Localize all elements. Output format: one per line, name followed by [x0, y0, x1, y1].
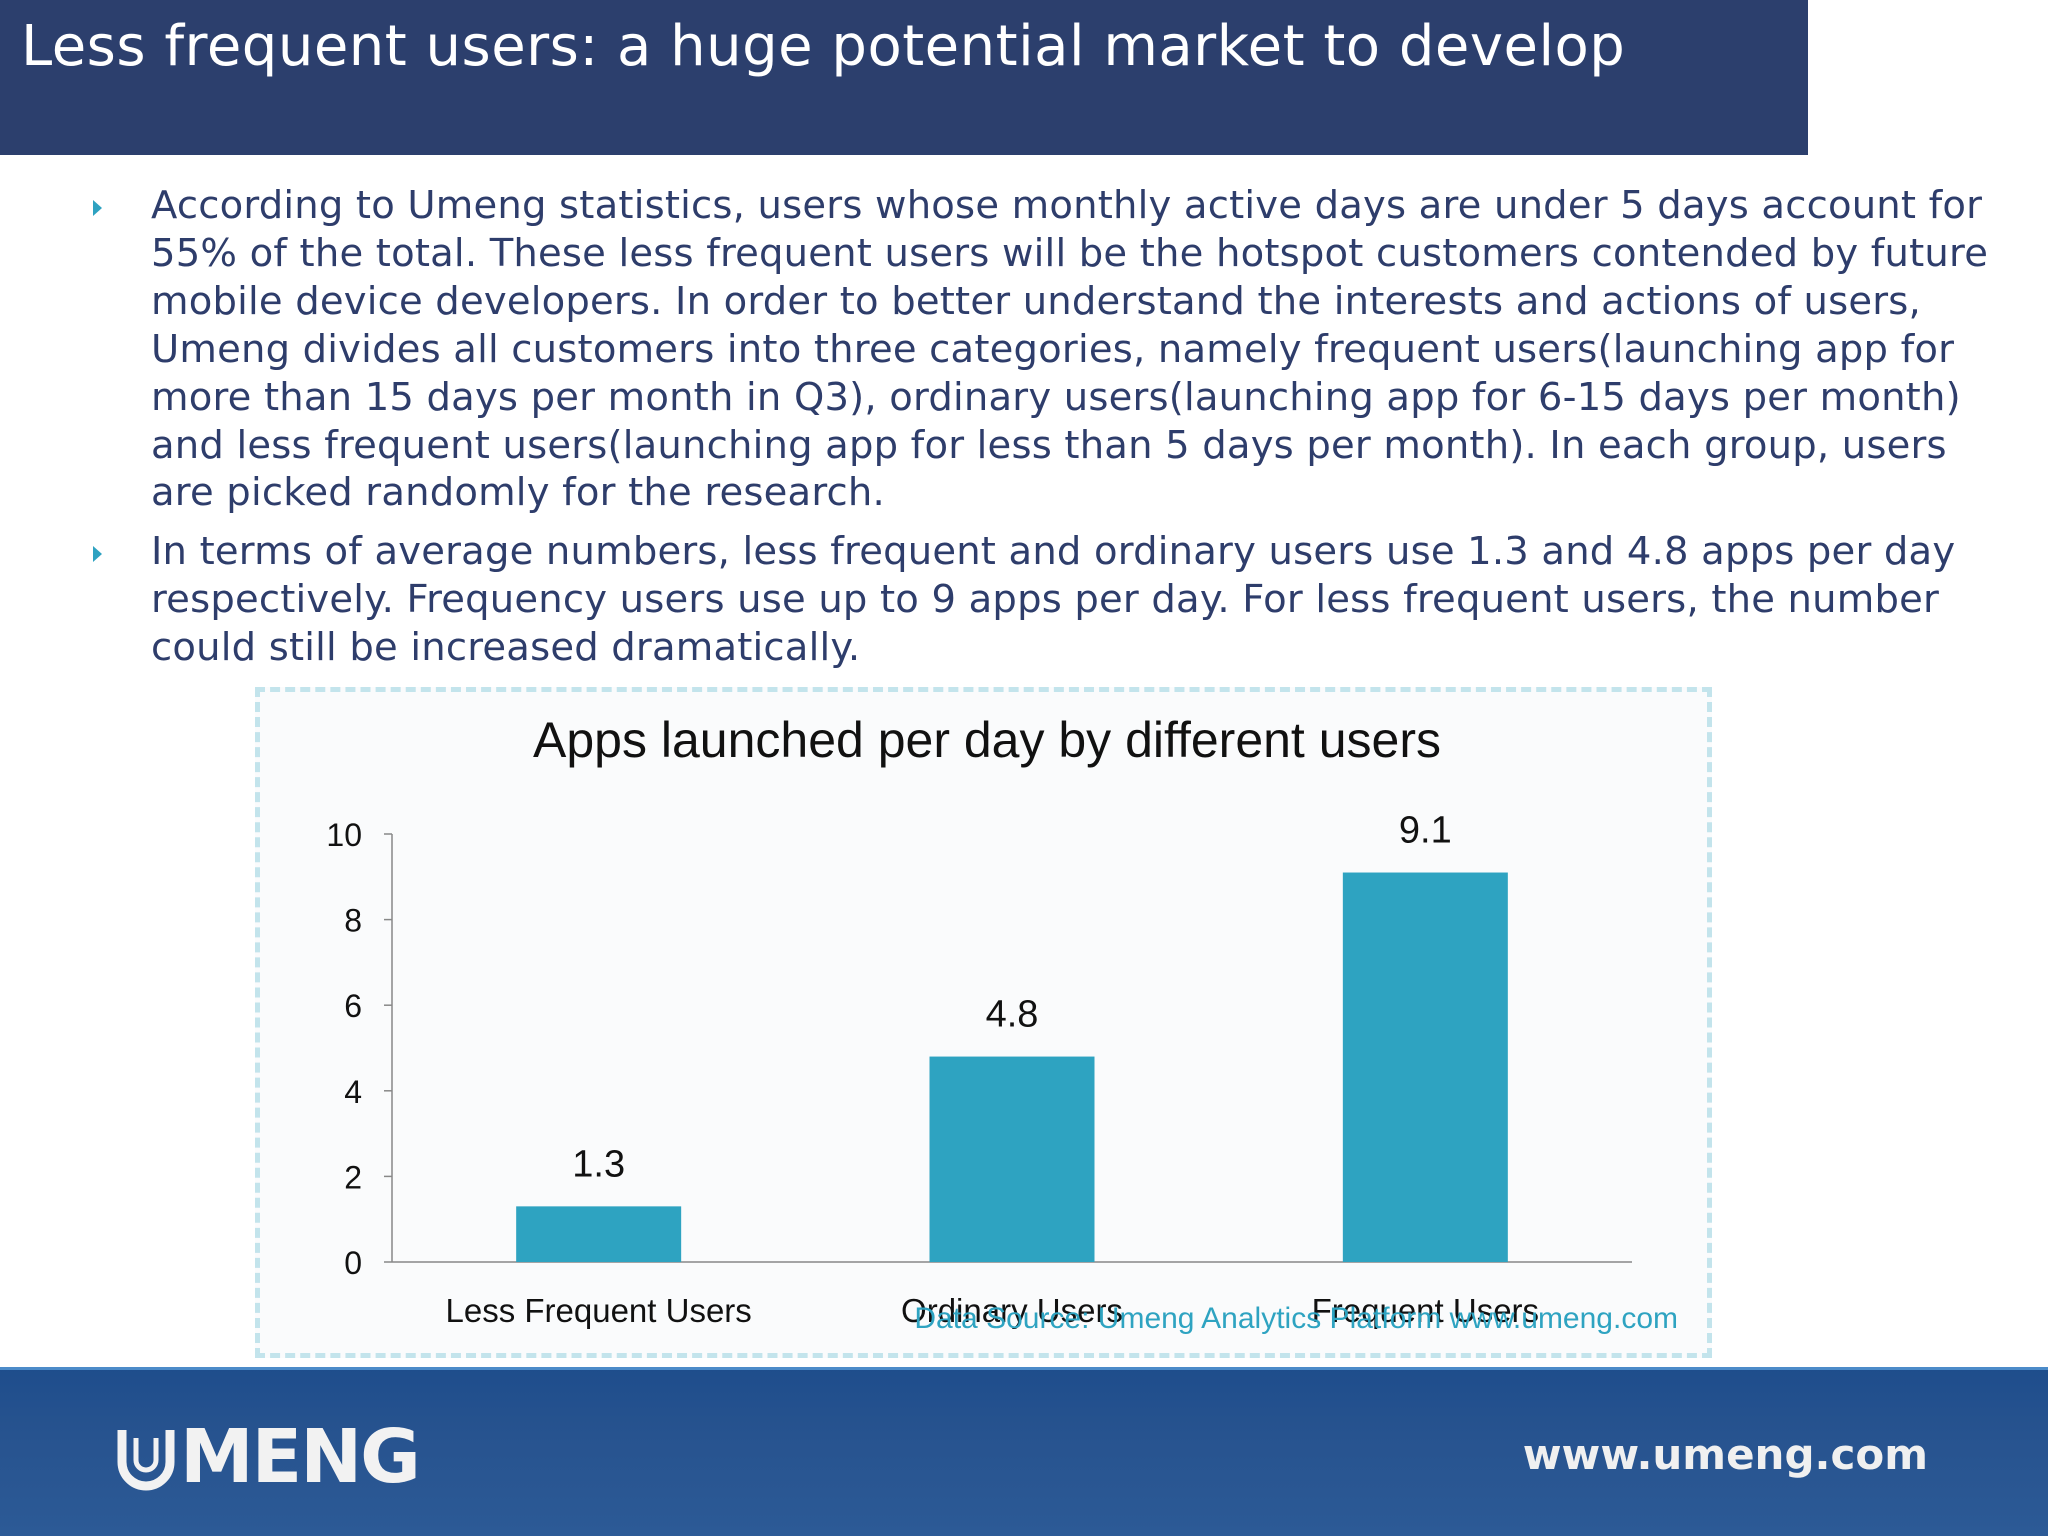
footer-url: www.umeng.com [1522, 1430, 1928, 1479]
bullet-text: In terms of average numbers, less freque… [151, 529, 1956, 671]
triangle-bullet-icon [93, 546, 102, 563]
data-label: 9.1 [1399, 810, 1452, 852]
header-bar: Less frequent users: a huge potential ma… [0, 0, 1808, 155]
bullet-item: According to Umeng statistics, users who… [90, 182, 1990, 517]
bullet-text: According to Umeng statistics, users who… [151, 183, 1989, 516]
data-label: 4.8 [986, 994, 1039, 1036]
y-tick-label: 6 [344, 988, 362, 1024]
page-title: Less frequent users: a huge potential ma… [21, 14, 1626, 79]
chart-frame: Apps launched per day by different users… [255, 687, 1712, 1358]
footer-divider [0, 1367, 2048, 1370]
bar [1342, 872, 1508, 1262]
bar [516, 1206, 682, 1262]
y-tick-label: 8 [344, 903, 362, 939]
logo-text: MENG [180, 1414, 421, 1500]
bar [929, 1056, 1095, 1262]
y-tick-label: 4 [344, 1074, 362, 1110]
footer-bar [0, 1367, 2048, 1536]
bullet-list: According to Umeng statistics, users who… [90, 182, 1990, 683]
umeng-logo: MENG [116, 1414, 421, 1500]
data-label: 1.3 [572, 1143, 625, 1185]
x-tick-label: Ordinary Users [901, 1292, 1123, 1329]
triangle-bullet-icon [93, 200, 102, 216]
y-tick-label: 2 [344, 1159, 362, 1195]
y-tick-label: 10 [326, 817, 362, 853]
y-tick-label: 0 [344, 1245, 362, 1281]
bar-chart: Apps launched per day by different users… [326, 712, 1678, 1335]
x-tick-label: Less Frequent Users [446, 1292, 752, 1329]
chart-title: Apps launched per day by different users [533, 712, 1441, 768]
x-tick-label: Frequent Users [1312, 1292, 1539, 1329]
bullet-item: In terms of average numbers, less freque… [90, 528, 1990, 672]
umeng-logo-icon [117, 1430, 175, 1491]
data-source-note: Data Source: Umeng Analytics Platform ww… [914, 1302, 1678, 1335]
